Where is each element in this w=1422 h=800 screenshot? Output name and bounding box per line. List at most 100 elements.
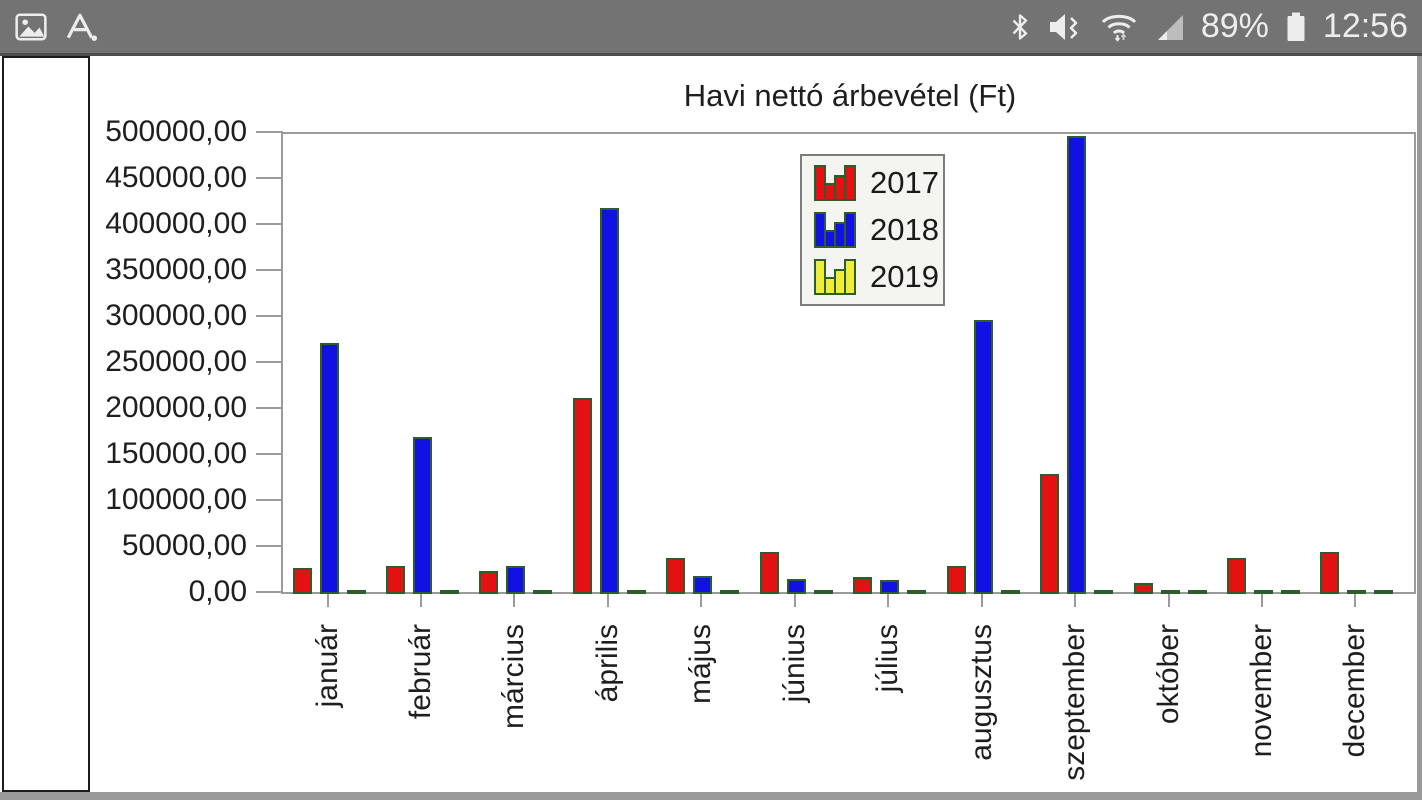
bar-2019-március [533, 590, 553, 594]
y-axis-tick [256, 407, 283, 409]
legend-label: 2017 [870, 165, 939, 201]
legend-swatch-bar [844, 258, 856, 295]
bar-2018-április [599, 208, 619, 594]
legend-swatch-icon [814, 165, 860, 202]
y-axis-label: 350000,00 [105, 253, 247, 286]
x-axis-label: március [497, 624, 531, 730]
x-axis-tick [1354, 594, 1357, 607]
x-axis-tick [513, 594, 516, 607]
x-axis-label: augusztus [964, 624, 998, 761]
x-axis-tick [700, 594, 703, 607]
x-axis-label: június [777, 624, 811, 703]
bar-2018-február [412, 437, 432, 594]
y-axis-tick [256, 315, 283, 317]
y-axis-tick [256, 269, 283, 271]
x-axis-label: november [1245, 624, 1278, 758]
bluetooth-icon [1009, 11, 1031, 43]
bar-2018-január [319, 343, 339, 594]
y-axis-tick [256, 453, 283, 455]
y-axis-tick [256, 177, 283, 179]
x-axis-label: április [590, 624, 624, 703]
x-axis-label: szeptember [1058, 624, 1092, 781]
bar-2017-október [1133, 583, 1153, 594]
bar-2017-március [479, 571, 499, 594]
y-axis-tick [256, 499, 283, 501]
legend-item-2017: 2017 [814, 165, 943, 202]
x-axis-tick [326, 594, 329, 607]
x-axis-label: október [1151, 624, 1185, 725]
legend-label: 2019 [870, 258, 939, 294]
x-axis-tick [887, 594, 890, 607]
bar-2017-február [385, 566, 405, 594]
legend-swatch-icon [814, 211, 860, 248]
legend-swatch-bar [844, 211, 856, 248]
x-axis-label: május [684, 624, 718, 705]
y-axis-tick [256, 223, 283, 225]
y-axis-tick [256, 131, 283, 133]
x-axis-tick [1074, 594, 1077, 607]
bar-2017-november [1227, 558, 1246, 594]
mute-vibrate-icon [1047, 10, 1083, 44]
x-axis-label: február [403, 624, 437, 720]
y-axis-tick [256, 545, 283, 547]
bar-2018-június [786, 579, 806, 594]
a-badge-icon [64, 10, 98, 44]
bar-2018-augusztus [973, 320, 993, 594]
bar-2019-szeptember [1094, 590, 1114, 594]
legend-item-2018: 2018 [814, 211, 943, 248]
legend-swatch-bar [844, 165, 856, 202]
y-axis-label: 500000,00 [105, 115, 247, 148]
bar-2017-január [292, 568, 312, 594]
legend-item-2019: 2019 [814, 258, 943, 295]
bar-2018-május [693, 576, 713, 594]
bar-2017-szeptember [1040, 474, 1060, 594]
x-axis-label: július [871, 624, 905, 693]
y-axis-label: 250000,00 [105, 345, 247, 378]
y-axis-tick [256, 591, 283, 593]
bar-2018-március [506, 566, 526, 594]
window-right-border [1417, 56, 1422, 800]
x-axis-tick [419, 594, 422, 607]
bar-2019-december [1374, 590, 1394, 594]
x-axis-tick [793, 594, 796, 607]
bar-2019-január [346, 590, 366, 594]
x-axis-tick [1167, 594, 1170, 607]
status-bar: 89% 12:56 [0, 0, 1422, 53]
plot-right-border [1414, 132, 1416, 594]
bar-2018-július [880, 580, 900, 594]
bar-2018-október [1160, 590, 1180, 594]
y-axis-label: 150000,00 [105, 437, 247, 470]
bar-2017-július [853, 577, 873, 594]
chart-legend: 2017 2018 2019 [800, 154, 945, 306]
gallery-icon [14, 10, 48, 44]
cell-signal-icon [1155, 12, 1185, 42]
bar-2017-április [572, 398, 592, 594]
y-axis-label: 300000,00 [105, 299, 247, 332]
y-axis-label: 450000,00 [105, 161, 247, 194]
bar-2019-június [813, 590, 833, 594]
x-axis-tick [606, 594, 609, 607]
bar-2019-augusztus [1000, 590, 1020, 594]
legend-label: 2018 [870, 211, 939, 247]
bar-2019-november [1281, 590, 1300, 594]
y-axis-label: 400000,00 [105, 207, 247, 240]
bar-2018-szeptember [1067, 136, 1087, 594]
legend-swatch-icon [814, 258, 860, 295]
x-axis-tick [1261, 594, 1263, 607]
y-axis-tick [256, 361, 283, 363]
x-axis-tick [980, 594, 983, 607]
status-bar-divider [0, 53, 1422, 56]
battery-icon [1285, 10, 1307, 44]
plot-bottom-axis [283, 592, 1416, 594]
chart-title: Havi nettó árbevétel (Ft) [683, 78, 1017, 113]
x-axis-label: január [310, 624, 344, 708]
wifi-icon [1099, 11, 1139, 43]
x-axis-label: december [1338, 624, 1372, 758]
bar-2017-május [666, 558, 686, 594]
bar-2019-október [1187, 590, 1207, 594]
bar-2017-június [759, 552, 779, 594]
y-axis-label: 100000,00 [105, 483, 247, 516]
battery-percent-text: 89% [1200, 7, 1269, 45]
y-axis-label: 200000,00 [105, 391, 247, 424]
